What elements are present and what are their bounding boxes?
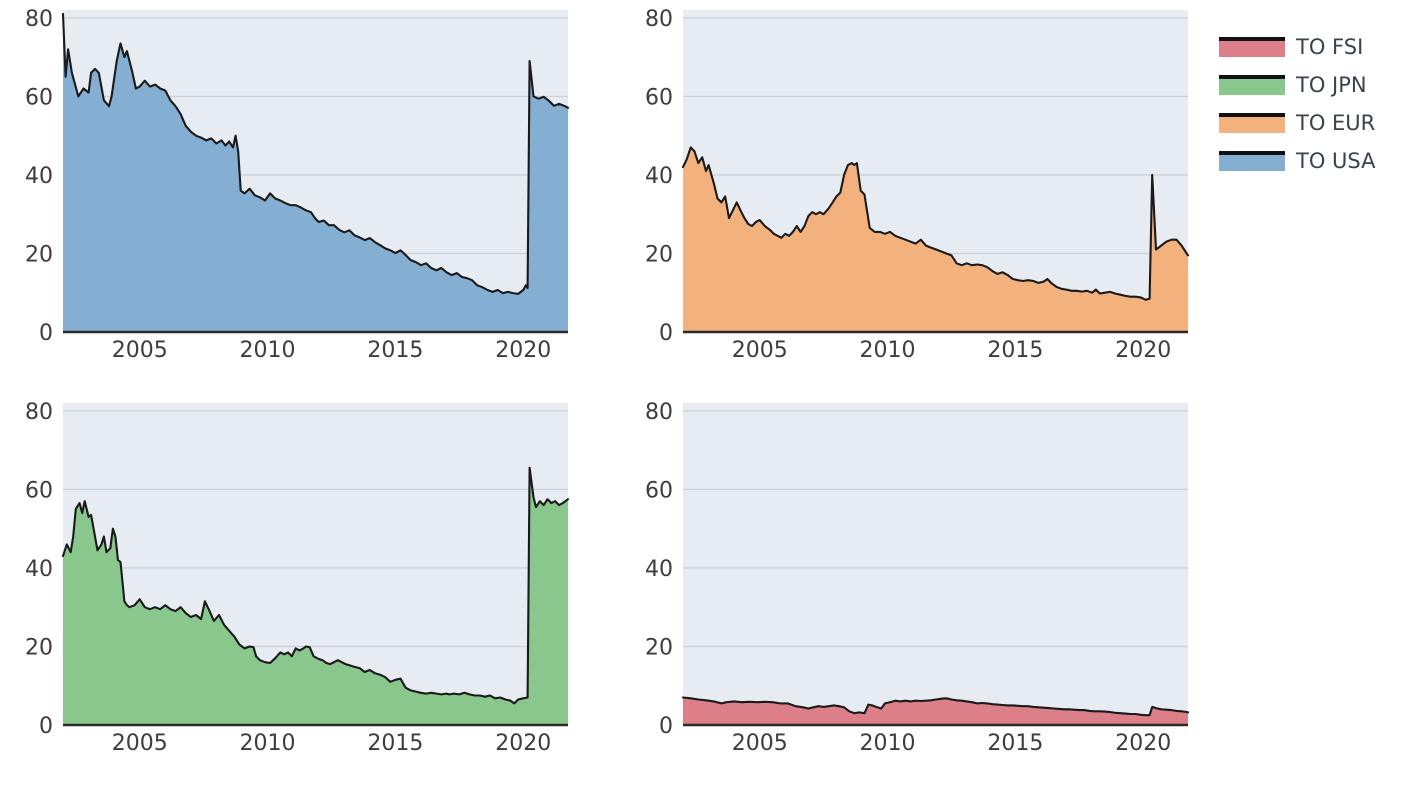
legend-label-to-eur: TO EUR [1296,111,1376,135]
legend-label-to-jpn: TO JPN [1296,73,1367,97]
x-tick-label-2015: 2015 [987,731,1043,756]
area-fill-to-fsi [683,697,1188,725]
legend-label-to-usa: TO USA [1296,149,1376,173]
y-tick-label-20: 20 [25,242,53,267]
chart-to-fsi: 0 20 40 60 80 2005 2010 2015 2020 [620,393,1220,761]
y-tick-label-0: 0 [39,321,53,346]
y-tick-label-60: 60 [25,85,53,110]
legend-item-to-fsi: TO FSI [1219,28,1419,66]
y-tick-label-60: 60 [645,478,673,503]
y-tick-label-80: 80 [645,400,673,425]
chart-to-usa: 0 20 40 60 80 2005 2010 2015 2020 [0,0,600,368]
y-tick-label-20: 20 [645,242,673,267]
y-tick-label-0: 0 [659,321,673,346]
y-tick-label-80: 80 [25,400,53,425]
y-tick-label-40: 40 [645,557,673,582]
y-tick-label-0: 0 [659,714,673,739]
area-fill-to-usa [63,13,568,333]
area-fill-to-jpn [63,467,568,725]
y-tick-label-60: 60 [645,85,673,110]
y-tick-label-20: 20 [645,635,673,660]
chart-svg-to-fsi: 0 20 40 60 80 2005 2010 2015 2020 [645,400,1190,756]
y-tick-label-40: 40 [25,164,53,189]
data-line-to-usa [61,12,570,295]
y-tick-label-40: 40 [645,164,673,189]
x-tick-label-2020: 2020 [495,731,551,756]
x-tick-label-2010: 2010 [240,731,296,756]
legend-swatch-to-jpn [1219,75,1285,95]
x-tick-label-2010: 2010 [860,731,916,756]
legend-swatch-to-usa [1219,151,1285,171]
x-tick-label-2015: 2015 [367,338,423,363]
y-tick-label-0: 0 [39,714,53,739]
chart-svg-to-usa: 0 20 40 60 80 2005 2010 2015 2020 [25,7,570,363]
x-tick-label-2020: 2020 [1115,731,1171,756]
x-tick-label-2005: 2005 [732,338,788,363]
y-tick-label-20: 20 [25,635,53,660]
x-tick-label-2010: 2010 [240,338,296,363]
x-tick-label-2020: 2020 [495,338,551,363]
legend-item-to-usa: TO USA [1219,142,1419,180]
data-line-to-fsi [681,696,1190,717]
legend-item-to-jpn: TO JPN [1219,66,1419,104]
chart-svg-to-jpn: 0 20 40 60 80 2005 2010 2015 2020 [25,400,570,756]
legend: TO FSI TO JPN TO EUR TO USA [1219,28,1419,180]
legend-swatch-to-eur [1219,113,1285,133]
x-tick-label-2020: 2020 [1115,338,1171,363]
legend-label-to-fsi: TO FSI [1296,35,1364,59]
x-tick-label-2005: 2005 [732,731,788,756]
data-line-to-eur [681,146,1190,301]
plot-background [683,403,1188,725]
legend-item-to-eur: TO EUR [1219,104,1419,142]
x-tick-label-2005: 2005 [112,338,168,363]
legend-swatch-to-fsi [1219,37,1285,57]
y-tick-label-60: 60 [25,478,53,503]
x-tick-label-2010: 2010 [860,338,916,363]
chart-svg-to-eur: 0 20 40 60 80 2005 2010 2015 2020 [645,7,1190,363]
x-tick-label-2005: 2005 [112,731,168,756]
y-tick-label-80: 80 [25,7,53,32]
data-line-to-jpn [61,466,570,705]
x-tick-label-2015: 2015 [367,731,423,756]
area-fill-to-eur [683,147,1188,332]
chart-to-jpn: 0 20 40 60 80 2005 2010 2015 2020 [0,393,600,761]
y-tick-label-40: 40 [25,557,53,582]
chart-to-eur: 0 20 40 60 80 2005 2010 2015 2020 [620,0,1220,368]
x-tick-label-2015: 2015 [987,338,1043,363]
y-tick-label-80: 80 [645,7,673,32]
